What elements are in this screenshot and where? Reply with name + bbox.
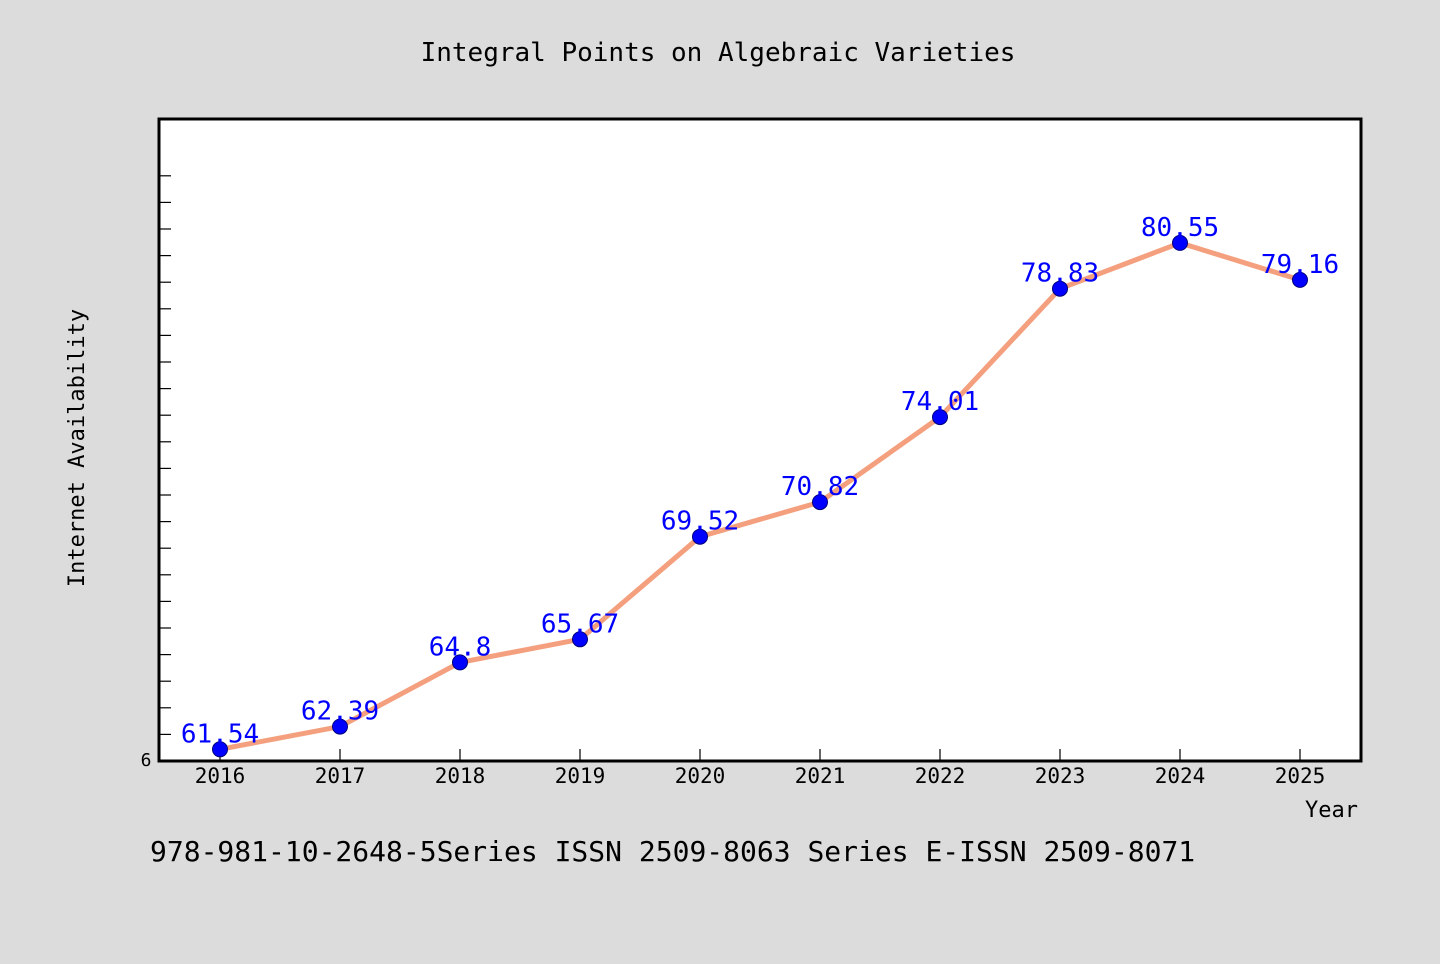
data-point — [932, 409, 948, 426]
data-label: 79.16 — [1261, 250, 1339, 280]
data-point — [452, 654, 468, 671]
data-label: 78.83 — [1021, 259, 1099, 289]
x-tick-label: 2025 — [1275, 764, 1326, 788]
data-label: 69.52 — [661, 507, 739, 537]
data-label: 70.82 — [781, 472, 859, 502]
data-label: 74.01 — [901, 387, 979, 417]
data-labels: 61.54 62.39 64.8 65.67 69.52 70.82 74.01 78.83 8… — [181, 213, 1339, 749]
x-tick-label: 2020 — [675, 764, 726, 788]
y-tick-label: 6 — [141, 750, 152, 771]
x-tick-label: 2021 — [795, 764, 846, 788]
x-tick-label: 2017 — [315, 764, 366, 788]
x-tick-label: 2024 — [1155, 764, 1206, 788]
x-tick-label: 2018 — [435, 764, 486, 788]
x-tick-label: 2019 — [555, 764, 606, 788]
plot-area — [157, 117, 1363, 763]
x-axis-ticks: 2016 2017 2018 2019 2020 2021 2022 2023 2024 2025 — [195, 749, 1326, 788]
data-point — [812, 494, 828, 511]
chart-title: Integral Points on Algebraic Varieties — [421, 38, 1016, 68]
x-tick-label: 2016 — [195, 764, 246, 788]
data-label: 62.39 — [301, 697, 379, 727]
x-tick-label: 2023 — [1035, 764, 1086, 788]
data-label: 64.8 — [429, 632, 492, 662]
data-label: 80.55 — [1141, 213, 1219, 243]
y-axis-label: Internet Availability — [65, 309, 90, 587]
data-point — [1292, 271, 1308, 288]
data-point — [1052, 280, 1068, 297]
y-axis-ticks — [159, 175, 171, 762]
data-point — [212, 741, 228, 758]
data-label: 61.54 — [181, 719, 259, 749]
data-point — [1172, 234, 1188, 251]
series-line — [219, 240, 1301, 752]
data-markers — [212, 234, 1308, 758]
x-axis-label: Year — [1305, 798, 1358, 823]
x-tick-label: 2022 — [915, 764, 966, 788]
data-point — [692, 528, 708, 545]
data-label: 65.67 — [541, 609, 619, 639]
footer-text: 978-981-10-2648-5Series ISSN 2509-8063 S… — [150, 835, 1195, 868]
data-point — [572, 631, 588, 648]
data-point — [332, 718, 348, 735]
